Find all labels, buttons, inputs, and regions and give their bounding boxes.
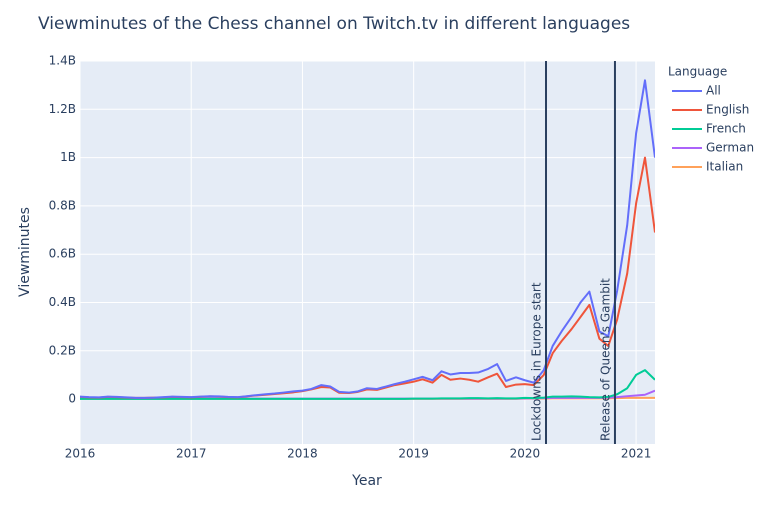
- legend-label: All: [706, 84, 721, 98]
- annotation: Release of Queen's Gambit: [598, 278, 612, 441]
- x-tick-label: 2019: [398, 447, 429, 461]
- y-axis-title: Viewminutes: [17, 207, 33, 297]
- legend-label: English: [706, 103, 749, 117]
- x-tick-label: 2016: [65, 447, 96, 461]
- legend-label: French: [706, 122, 746, 136]
- y-tick-label: 0.6B: [49, 247, 76, 261]
- legend-title: Language: [668, 65, 727, 79]
- line-series: [80, 79, 655, 399]
- y-tick-label: 1B: [60, 150, 76, 164]
- x-axis-title: Year: [351, 473, 382, 489]
- y-tick-label: 1.2B: [49, 102, 76, 116]
- y-tick-label: 0.8B: [49, 198, 76, 212]
- y-tick-label: 0.2B: [49, 343, 76, 357]
- y-tick-label: 0.4B: [49, 295, 76, 309]
- x-tick-label: 2021: [621, 447, 652, 461]
- legend-label: German: [706, 141, 754, 155]
- series-group: [80, 79, 655, 400]
- legend-label: Italian: [706, 160, 743, 174]
- line-series: [80, 369, 655, 400]
- y-tick-label: 0: [68, 392, 76, 406]
- x-tick-label: 2017: [176, 447, 207, 461]
- y-tick-label: 1.4B: [49, 54, 76, 68]
- plot-area: [80, 61, 655, 444]
- x-tick-label: 2020: [510, 447, 541, 461]
- annotation: Lockdowns in Europe start: [530, 282, 544, 441]
- x-tick-label: 2018: [287, 447, 318, 461]
- chart-title: Viewminutes of the Chess channel on Twit…: [38, 14, 630, 34]
